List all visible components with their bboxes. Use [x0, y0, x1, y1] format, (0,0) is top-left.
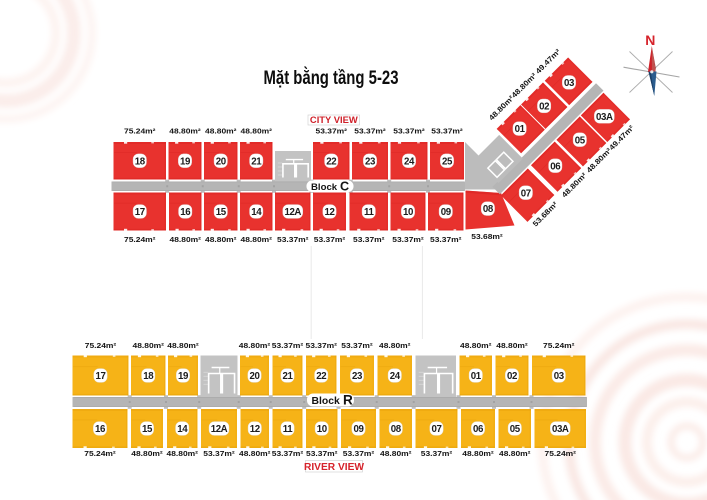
svg-text:75.24m²: 75.24m²: [85, 341, 117, 350]
svg-text:75.24m²: 75.24m²: [84, 449, 116, 458]
svg-text:03: 03: [564, 78, 575, 89]
svg-text:48.80m²: 48.80m²: [462, 449, 494, 458]
svg-text:01: 01: [471, 371, 482, 382]
svg-text:53.37m²: 53.37m²: [393, 127, 425, 136]
svg-text:23: 23: [352, 371, 363, 382]
svg-text:48.80m²: 48.80m²: [205, 235, 237, 244]
svg-text:53.37m²: 53.37m²: [354, 127, 386, 136]
svg-text:22: 22: [326, 156, 336, 167]
svg-text:09: 09: [354, 424, 365, 435]
svg-text:25: 25: [442, 156, 453, 167]
svg-text:01: 01: [515, 124, 526, 135]
svg-text:18: 18: [143, 371, 154, 382]
svg-text:15: 15: [216, 207, 227, 218]
svg-text:21: 21: [251, 156, 262, 167]
svg-text:09: 09: [441, 207, 452, 218]
svg-text:06: 06: [473, 424, 484, 435]
svg-text:12A: 12A: [284, 207, 301, 218]
svg-text:11: 11: [364, 207, 374, 218]
svg-text:Mặt bằng tầng 5-23: Mặt bằng tầng 5-23: [264, 65, 399, 89]
svg-text:24: 24: [390, 371, 401, 382]
svg-text:48.80m²: 48.80m²: [170, 235, 202, 244]
svg-text:21: 21: [283, 371, 294, 382]
svg-text:Block: Block: [311, 182, 338, 193]
svg-text:R: R: [343, 393, 353, 408]
svg-text:07: 07: [521, 188, 531, 199]
svg-text:48.80m²: 48.80m²: [167, 449, 199, 458]
svg-text:48.80m²: 48.80m²: [499, 449, 531, 458]
svg-text:48.80m²: 48.80m²: [379, 341, 411, 350]
svg-text:53.68m²: 53.68m²: [471, 232, 503, 241]
svg-text:12A: 12A: [211, 424, 228, 435]
svg-text:02: 02: [507, 371, 517, 382]
svg-text:N: N: [645, 32, 655, 48]
svg-text:06: 06: [550, 161, 561, 172]
svg-text:48.80m²: 48.80m²: [496, 341, 528, 350]
svg-text:53.37m²: 53.37m²: [430, 235, 462, 244]
svg-text:53.37m²: 53.37m²: [431, 127, 463, 136]
svg-text:53.37m²: 53.37m²: [421, 449, 453, 458]
svg-text:48.80m²: 48.80m²: [167, 341, 199, 350]
svg-text:16: 16: [180, 207, 191, 218]
svg-text:53.37m²: 53.37m²: [272, 341, 304, 350]
svg-text:18: 18: [135, 156, 146, 167]
svg-text:19: 19: [180, 156, 191, 167]
svg-text:10: 10: [317, 424, 327, 435]
svg-text:12: 12: [250, 424, 260, 435]
svg-text:12: 12: [325, 207, 335, 218]
svg-text:16: 16: [95, 424, 106, 435]
svg-text:48.80m²: 48.80m²: [380, 449, 412, 458]
svg-text:53.37m²: 53.37m²: [203, 449, 235, 458]
svg-text:48.80m²: 48.80m²: [205, 127, 237, 136]
svg-text:53.37m²: 53.37m²: [272, 449, 304, 458]
svg-text:53.37m²: 53.37m²: [277, 235, 309, 244]
svg-text:48.80m²: 48.80m²: [239, 449, 271, 458]
svg-text:02: 02: [539, 101, 549, 112]
svg-text:03: 03: [554, 371, 565, 382]
svg-text:75.24m²: 75.24m²: [124, 127, 156, 136]
svg-text:C: C: [340, 179, 349, 193]
svg-text:48.80m²: 48.80m²: [239, 341, 271, 350]
svg-text:48.80m²: 48.80m²: [169, 127, 201, 136]
svg-text:08: 08: [391, 424, 402, 435]
svg-text:53.37m²: 53.37m²: [306, 341, 338, 350]
svg-text:48.80m²: 48.80m²: [241, 235, 273, 244]
svg-text:48.80m²: 48.80m²: [241, 127, 273, 136]
svg-text:05: 05: [575, 135, 586, 146]
svg-text:20: 20: [216, 156, 226, 167]
svg-text:24: 24: [404, 156, 415, 167]
svg-text:17: 17: [135, 207, 145, 218]
svg-text:53.37m²: 53.37m²: [306, 449, 338, 458]
svg-text:03A: 03A: [596, 112, 613, 123]
svg-text:08: 08: [483, 204, 494, 215]
svg-text:15: 15: [142, 424, 153, 435]
svg-text:53.37m²: 53.37m²: [314, 235, 346, 244]
svg-text:11: 11: [283, 424, 293, 435]
svg-text:10: 10: [403, 207, 413, 218]
svg-text:53.37m²: 53.37m²: [341, 341, 373, 350]
svg-text:75.24m²: 75.24m²: [545, 449, 577, 458]
svg-text:RIVER VIEW: RIVER VIEW: [304, 462, 364, 473]
svg-text:75.24m²: 75.24m²: [124, 235, 156, 244]
svg-text:19: 19: [178, 371, 189, 382]
svg-text:03A: 03A: [552, 424, 569, 435]
svg-text:07: 07: [432, 424, 442, 435]
svg-text:Block: Block: [312, 396, 341, 407]
svg-text:53.37m²: 53.37m²: [343, 449, 375, 458]
svg-text:22: 22: [316, 371, 326, 382]
svg-text:05: 05: [510, 424, 521, 435]
svg-text:48.80m²: 48.80m²: [131, 449, 163, 458]
svg-text:20: 20: [250, 371, 260, 382]
svg-text:48.80m²: 48.80m²: [460, 341, 492, 350]
svg-text:14: 14: [177, 424, 188, 435]
svg-text:CITY VIEW: CITY VIEW: [310, 114, 358, 125]
svg-text:17: 17: [96, 371, 106, 382]
svg-text:75.24m²: 75.24m²: [543, 341, 575, 350]
svg-text:53.37m²: 53.37m²: [353, 235, 385, 244]
svg-text:48.80m²: 48.80m²: [133, 341, 165, 350]
svg-text:53.37m²: 53.37m²: [392, 235, 424, 244]
svg-text:23: 23: [365, 156, 376, 167]
svg-text:53.37m²: 53.37m²: [316, 127, 348, 136]
svg-text:14: 14: [251, 207, 262, 218]
